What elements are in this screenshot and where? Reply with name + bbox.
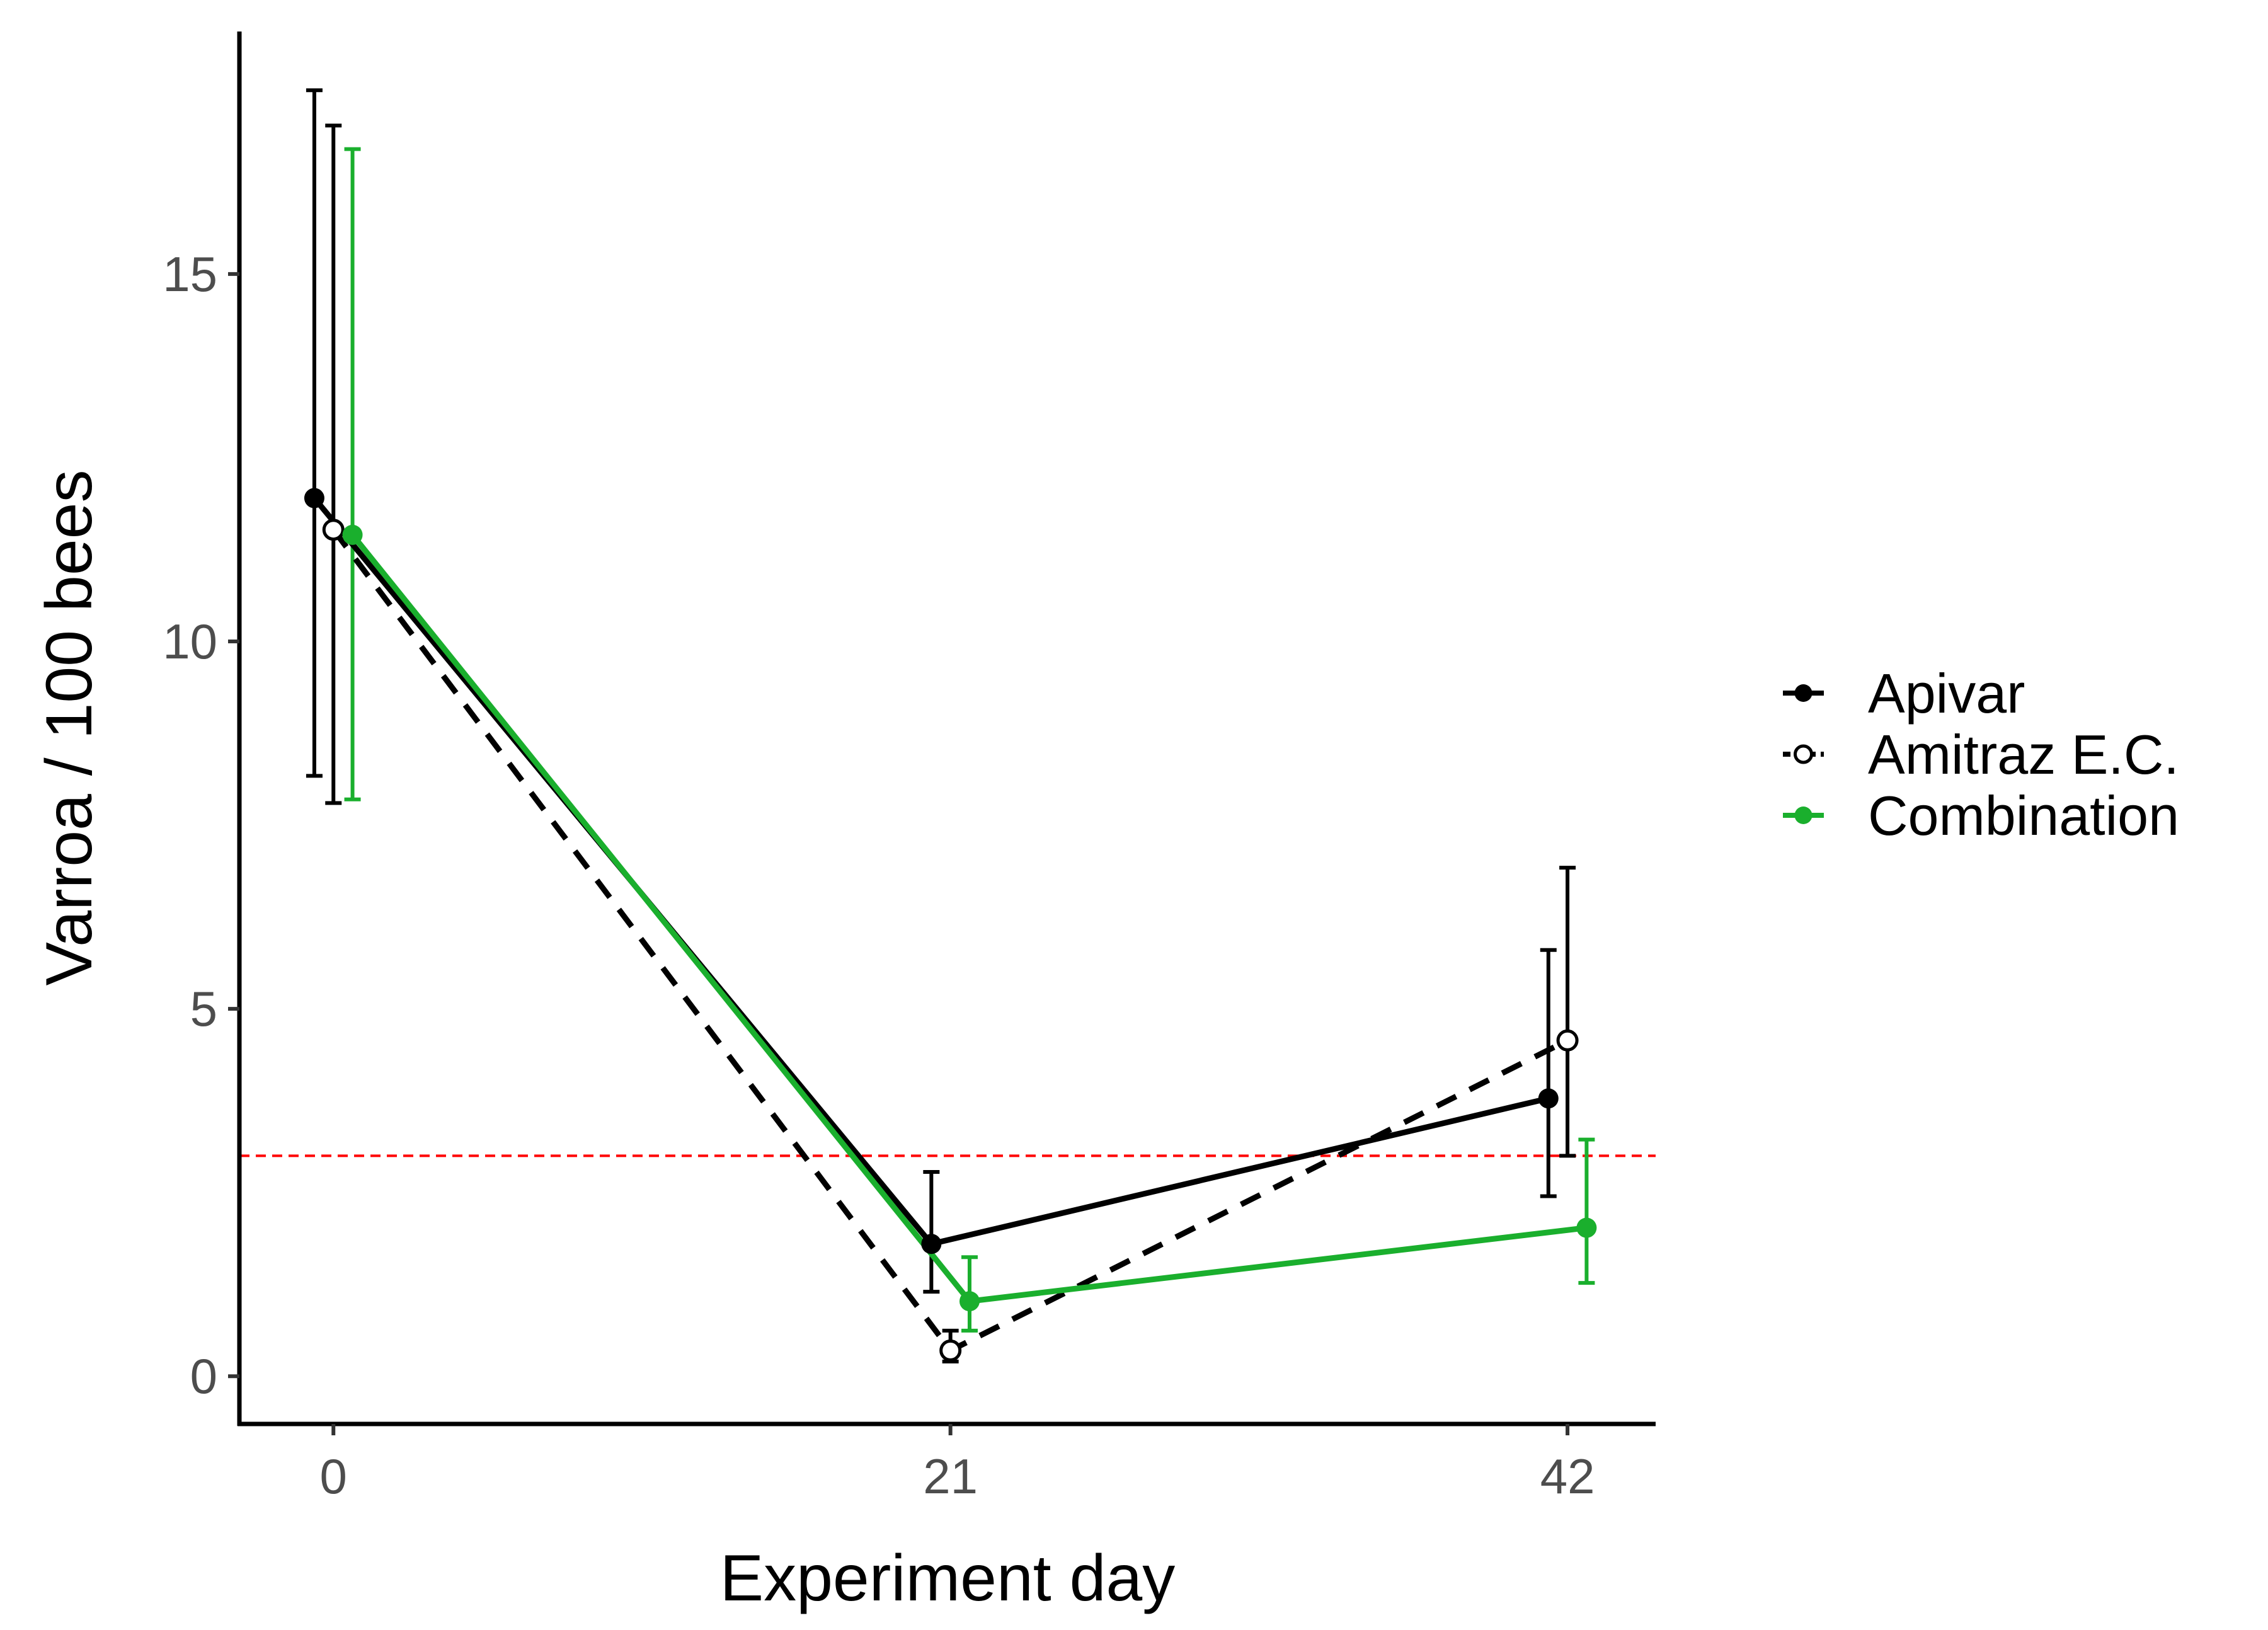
y-tick-label: 0: [190, 1348, 217, 1404]
data-point: [342, 524, 363, 545]
series-points-2: [342, 524, 1597, 1312]
legend-label: Amitraz E.C.: [1868, 723, 2179, 786]
legend-item-1: Amitraz E.C.: [1783, 723, 2179, 786]
x-tick-label: 21: [923, 1449, 978, 1504]
y-tick-label: 10: [163, 614, 217, 669]
plot-area: [239, 88, 1656, 1363]
series-points-0: [304, 488, 1559, 1254]
x-tick-label: 42: [1540, 1449, 1595, 1504]
y-axis-title: Varroa / 100 bees: [33, 469, 106, 985]
legend-key-marker: [1794, 684, 1813, 702]
axes: 0 5 10 15 0 21 42: [163, 32, 1656, 1504]
legend-label: Combination: [1868, 784, 2179, 847]
data-point: [1538, 1088, 1559, 1109]
data-point: [921, 1234, 942, 1254]
legend-key-marker: [1794, 806, 1813, 824]
error-bars-2: [344, 147, 1595, 1333]
y-tick-label: 15: [163, 246, 217, 302]
legend-label: Apivar: [1868, 662, 2025, 725]
legend-item-0: Apivar: [1783, 662, 2025, 725]
series-points-1: [322, 519, 1579, 1362]
y-tick-label: 5: [190, 981, 217, 1036]
legend-item-2: Combination: [1783, 784, 2179, 847]
data-point: [304, 488, 324, 508]
legend-key-marker: [1794, 744, 1813, 764]
data-point: [1556, 1029, 1579, 1052]
data-point: [959, 1291, 980, 1312]
data-point: [939, 1339, 962, 1362]
data-point: [322, 519, 345, 541]
error-bars-0: [306, 88, 1557, 1294]
x-tick-label: 0: [320, 1449, 347, 1504]
x-axis-title: Experiment day: [720, 1542, 1176, 1615]
data-point: [1576, 1217, 1597, 1238]
